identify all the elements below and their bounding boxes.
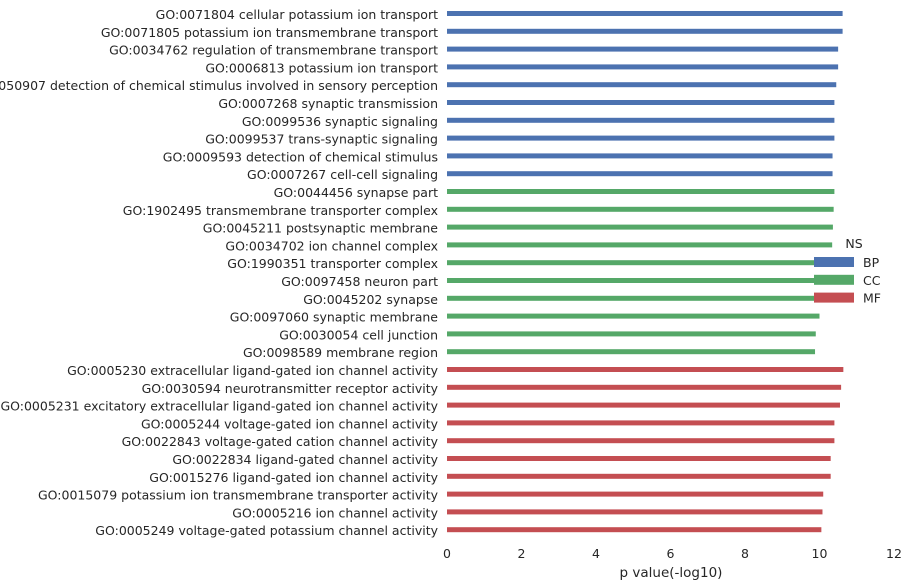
bar-go-0098589 [447, 349, 816, 355]
category-label-go-0071805: GO:0071805 potassium ion transmembrane t… [101, 25, 438, 40]
bar-go-0071805 [447, 28, 843, 34]
bar-go-0071804 [447, 11, 843, 16]
category-label-go-0015276: GO:0015276 ligand-gated ion channel acti… [149, 470, 438, 485]
bar-go-0022834 [447, 456, 831, 461]
category-labels: GO:0071804 cellular potassium ion transp… [0, 7, 439, 538]
category-label-go-0007268: GO:0007268 synaptic transmission [218, 96, 438, 111]
category-label-go-0097458: GO:0097458 neuron part [281, 274, 438, 289]
bar-go-0030594 [447, 384, 842, 390]
bar-go-0005244 [447, 420, 835, 426]
x-tick-label-8: 8 [741, 546, 749, 561]
legend-label-mf: MF [863, 291, 881, 306]
bar-go-0009593 [447, 153, 833, 159]
bar-go-0050907 [447, 82, 837, 88]
category-label-go-0099536: GO:0099536 synaptic signaling [242, 114, 438, 129]
category-label-go-0045211: GO:0045211 postsynaptic membrane [203, 221, 439, 236]
category-label-go-0034762: GO:0034762 regulation of transmembrane t… [109, 43, 438, 58]
bar-go-0097060 [447, 313, 820, 319]
category-label-go-0034702: GO:0034702 ion channel complex [225, 238, 438, 253]
category-label-go-0005231: GO:0005231 excitatory extracellular liga… [0, 399, 438, 414]
category-label-go-0098589: GO:0098589 membrane region [243, 345, 438, 360]
category-label-go-0005244: GO:0005244 voltage-gated ion channel act… [141, 416, 439, 431]
bar-go-0005249 [447, 527, 822, 533]
category-label-go-0071804: GO:0071804 cellular potassium ion transp… [156, 7, 438, 22]
x-tick-label-12: 12 [886, 546, 902, 561]
x-tick-label-0: 0 [443, 546, 451, 561]
x-tick-label-4: 4 [592, 546, 600, 561]
legend-label-cc: CC [863, 273, 881, 288]
category-label-go-0050907: GO:0050907 detection of chemical stimulu… [0, 78, 438, 93]
category-label-go-0022843: GO:0022843 voltage-gated cation channel … [122, 434, 439, 449]
bar-go-0034762 [447, 46, 839, 52]
category-label-go-0022834: GO:0022834 ligand-gated channel activity [172, 452, 438, 467]
bar-series [447, 11, 844, 533]
category-label-go-0005230: GO:0005230 extracellular ligand-gated io… [67, 363, 439, 378]
bar-go-1990351 [447, 260, 824, 266]
bar-go-0034702 [447, 242, 833, 248]
legend-label-bp: BP [863, 255, 880, 270]
x-tick-label-2: 2 [518, 546, 526, 561]
bar-go-0006813 [447, 64, 839, 70]
category-label-go-0006813: GO:0006813 potassium ion transport [205, 60, 438, 75]
bar-go-0005230 [447, 367, 844, 372]
category-label-go-0005216: GO:0005216 ion channel activity [232, 505, 438, 520]
category-label-go-0007267: GO:0007267 cell-cell signaling [247, 167, 438, 182]
category-label-go-0097060: GO:0097060 synaptic membrane [230, 310, 439, 325]
legend: NS BP CC MF [814, 236, 881, 306]
bar-go-0097458 [447, 278, 824, 283]
bar-go-0007268 [447, 100, 835, 105]
bar-go-0099536 [447, 117, 835, 123]
category-label-go-0015079: GO:0015079 potassium ion transmembrane t… [38, 488, 439, 503]
legend-swatch-mf [814, 292, 854, 303]
x-axis-ticks: 0 2 4 6 8 10 12 [443, 546, 902, 561]
category-label-go-1902495: GO:1902495 transmembrane transporter com… [123, 203, 438, 218]
bar-go-0005231 [447, 402, 840, 408]
bar-go-0015276 [447, 473, 831, 479]
legend-swatch-cc [814, 274, 854, 285]
bar-go-0005216 [447, 509, 823, 515]
legend-swatch-bp [814, 257, 854, 267]
bar-go-0044456 [447, 189, 835, 194]
bar-go-0030054 [447, 331, 816, 337]
x-tick-label-6: 6 [667, 546, 675, 561]
category-label-go-0099537: GO:0099537 trans-synaptic signaling [205, 132, 438, 147]
category-label-go-0045202: GO:0045202 synapse [303, 292, 438, 307]
category-label-go-0030594: GO:0030594 neurotransmitter receptor act… [142, 381, 439, 396]
x-axis-label: p value(-log10) [620, 565, 723, 581]
bar-go-0045211 [447, 224, 833, 230]
bar-go-0099537 [447, 135, 835, 141]
bar-go-0007267 [447, 171, 833, 177]
bar-go-0015079 [447, 491, 824, 497]
bar-go-1902495 [447, 206, 834, 212]
category-label-go-0030054: GO:0030054 cell junction [279, 327, 438, 342]
category-label-go-0044456: GO:0044456 synapse part [274, 185, 438, 200]
category-label-go-0005249: GO:0005249 voltage-gated potassium chann… [95, 523, 438, 538]
category-label-go-1990351: GO:1990351 transporter complex [227, 256, 438, 271]
bar-go-0045202 [447, 295, 822, 301]
category-label-go-0009593: GO:0009593 detection of chemical stimulu… [163, 149, 438, 164]
bar-go-0022843 [447, 438, 835, 444]
legend-title: NS [845, 236, 862, 251]
x-tick-label-10: 10 [812, 546, 828, 561]
